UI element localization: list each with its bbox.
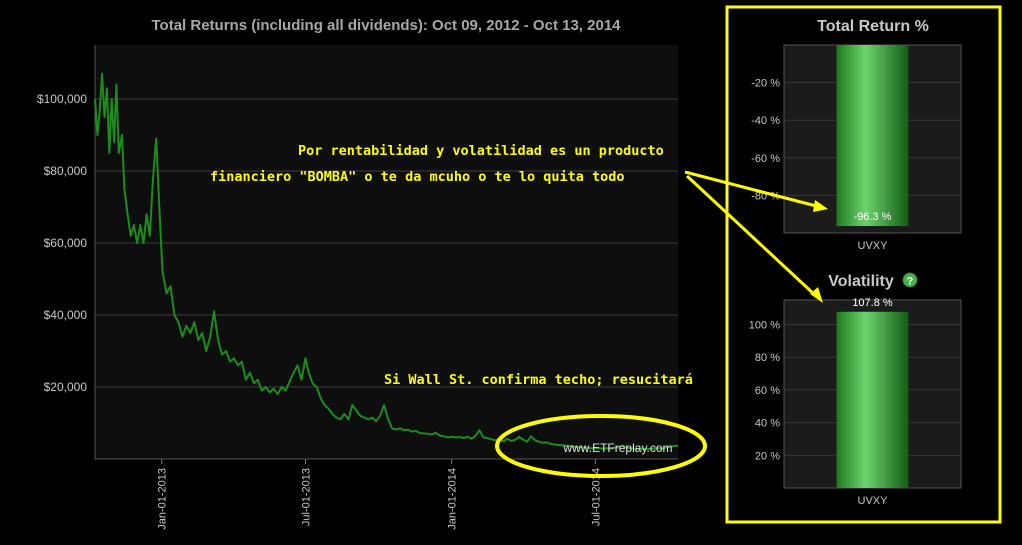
- annotation-line-1: Por rentabilidad y volatilidad es un pro…: [298, 143, 664, 159]
- arrow-to-volatility: [685, 174, 823, 303]
- volatility-title: Volatility: [828, 273, 894, 290]
- x-axis: Jan-01-2013 Jul-01-2013 Jan-01-2014 Jul-01-…: [157, 459, 602, 530]
- y-tick-label: 60 %: [755, 385, 780, 397]
- total-return-title: Total Return %: [817, 18, 929, 35]
- y-tick-label: $60,000: [44, 236, 88, 250]
- x-tick-label: Jul-01-2013: [300, 468, 312, 526]
- y-tick-label: -60 %: [751, 153, 780, 165]
- svg-text:?: ?: [907, 276, 914, 288]
- y-tick-label: $20,000: [44, 380, 88, 394]
- series-line: [94, 72, 679, 451]
- y-tick-label: -40 %: [751, 115, 780, 127]
- y-tick-label: 80 %: [755, 352, 780, 364]
- x-tick-label: Jan-01-2013: [157, 468, 169, 530]
- y-tick-label: 20 %: [755, 450, 780, 462]
- y-tick-label: 100 %: [749, 320, 780, 332]
- total-returns-chart: Total Returns (including all dividends):…: [37, 17, 679, 530]
- y-tick-label: 40 %: [755, 418, 780, 430]
- y-tick-label: $80,000: [44, 164, 88, 178]
- volatility-bar-group: 107.8 % UVXY: [836, 297, 909, 507]
- category-label: UVXY: [858, 240, 889, 252]
- annotation-line-3: Si Wall St. confirma techo; resucitará: [384, 372, 693, 388]
- question-icon[interactable]: ?: [902, 272, 918, 288]
- x-tick-label: Jul-01-2014: [590, 468, 602, 526]
- watermark: www.ETFreplay.com: [562, 441, 672, 455]
- grid: [95, 98, 678, 388]
- bar-uvxy: [836, 45, 909, 227]
- plot-area: [95, 45, 678, 459]
- bar-value-label: 107.8 %: [852, 297, 893, 309]
- y-axis: $20,000 $40,000 $60,000 $80,000 $100,000: [37, 92, 87, 394]
- highlight-ellipse: [495, 414, 707, 478]
- y-tick-label: $40,000: [44, 308, 88, 322]
- x-tick-label: Jan-01-2014: [447, 468, 459, 530]
- arrow-to-total-return: [684, 170, 828, 212]
- y-tick-label: -20 %: [751, 78, 780, 90]
- bar-value-label: -96.3 %: [854, 211, 892, 223]
- y-tick-label: $100,000: [37, 92, 87, 106]
- category-label: UVXY: [858, 495, 889, 507]
- total-return-y-axis: -20 %-40 %-60 %-80 %: [751, 78, 780, 203]
- volatility-y-axis: 20 % 40 % 60 % 80 % 100 %: [749, 320, 780, 463]
- highlight-frame: [725, 5, 1002, 524]
- total-return-bar-group: -96.3 % UVXY: [836, 45, 909, 252]
- annotation-line-2: financiero "BOMBA" o te da mcuho o te lo…: [210, 169, 625, 185]
- bar-uvxy: [836, 311, 909, 488]
- chart-title: Total Returns (including all dividends):…: [151, 17, 621, 34]
